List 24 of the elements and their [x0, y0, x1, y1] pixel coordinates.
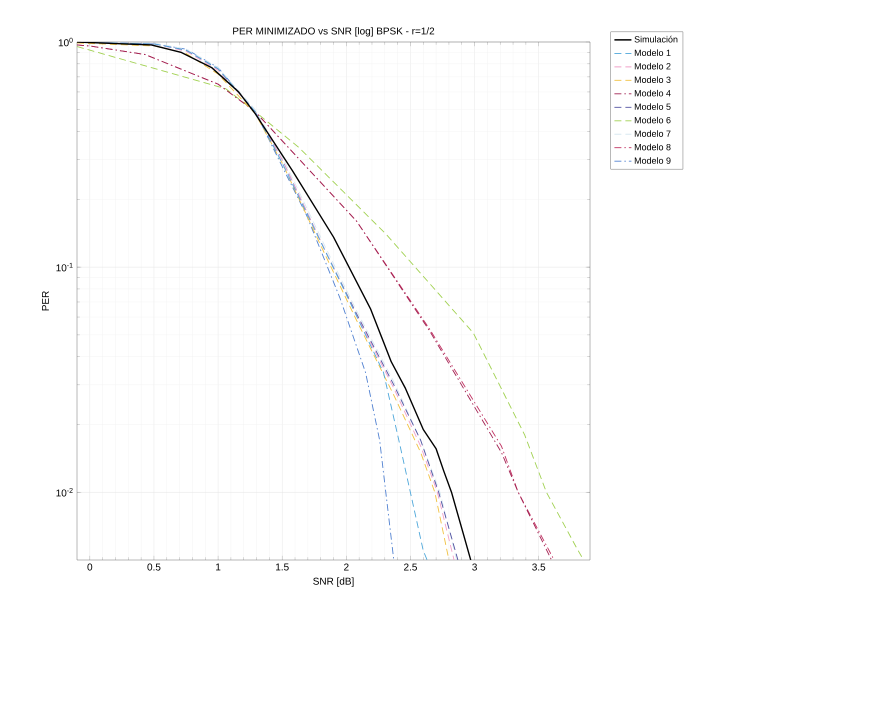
y-tick-label: 10$^{-1}$	[56, 262, 73, 272]
x-tick-label: 1.5	[276, 564, 289, 570]
x-axis-title: SNR [dB]	[313, 577, 354, 587]
x-tick-label: 0.5	[147, 564, 160, 571]
y-tick-label: 10$^{-2}$	[56, 488, 73, 497]
x-tick-label: 0	[87, 564, 92, 571]
x-tick-label: 2	[344, 564, 349, 570]
y-tick-label: 10$^{0}$	[58, 38, 73, 46]
x-tick-label: 3.5	[532, 564, 546, 571]
chart-title: PER MINIMIZADO vs SNR [log] BPSK - r=1/2	[233, 27, 434, 36]
legend-label: Modelo 2	[634, 62, 671, 70]
legend-label: Modelo 3	[634, 76, 671, 83]
legend-label: Modelo 4	[634, 90, 671, 96]
legend-label: Modelo 5	[634, 103, 671, 110]
legend-label: Modelo 7	[634, 130, 671, 137]
x-tick-label: 3	[472, 564, 477, 571]
legend-label: Modelo 8	[634, 144, 671, 150]
legend-label: Modelo 1	[634, 49, 671, 56]
legend-label: Modelo 6	[634, 116, 671, 124]
x-tick-label: 2.5	[404, 564, 417, 571]
legend-label: Simulación	[634, 36, 678, 43]
y-axis-title: PER	[42, 291, 49, 310]
legend-label: Modelo 9	[634, 157, 671, 164]
x-tick-label: 1	[216, 564, 220, 570]
